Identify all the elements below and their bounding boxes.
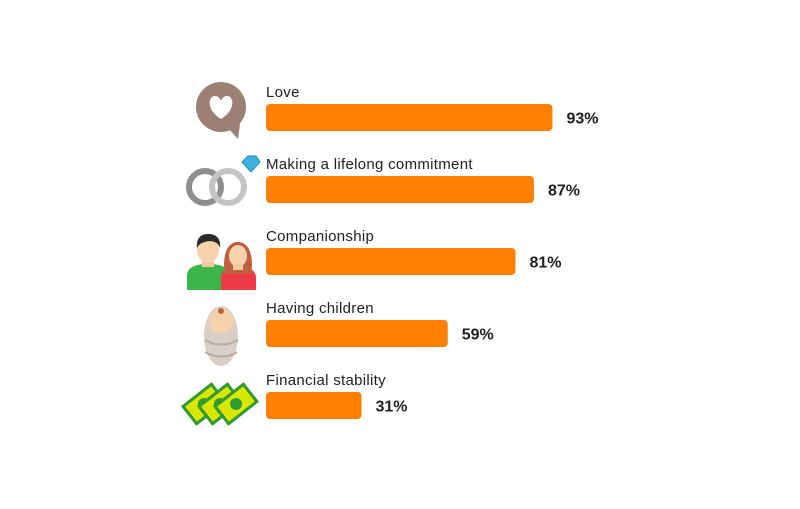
value-label: 81% — [529, 255, 561, 272]
money-icon — [180, 382, 260, 426]
bar — [266, 176, 534, 203]
value-label: 59% — [462, 327, 494, 344]
category-label: Love — [266, 84, 300, 101]
bar — [266, 320, 448, 347]
wedding-rings-icon — [186, 155, 261, 206]
speech-heart-icon — [196, 82, 246, 139]
bars-layer: Love 93% Making a lifelong commitment 87% Co… — [266, 84, 598, 419]
category-label: Making a lifelong commitment — [266, 156, 473, 173]
bar — [266, 104, 553, 131]
category-label: Having children — [266, 300, 374, 317]
bar — [266, 248, 516, 275]
value-label: 31% — [375, 399, 407, 416]
category-label: Companionship — [266, 228, 374, 245]
bar — [266, 392, 362, 419]
value-label: 87% — [548, 183, 580, 200]
icons-layer — [180, 82, 261, 426]
category-label: Financial stability — [266, 372, 386, 389]
value-label: 93% — [566, 111, 598, 128]
baby-icon — [204, 306, 239, 366]
couple-icon — [187, 234, 256, 290]
